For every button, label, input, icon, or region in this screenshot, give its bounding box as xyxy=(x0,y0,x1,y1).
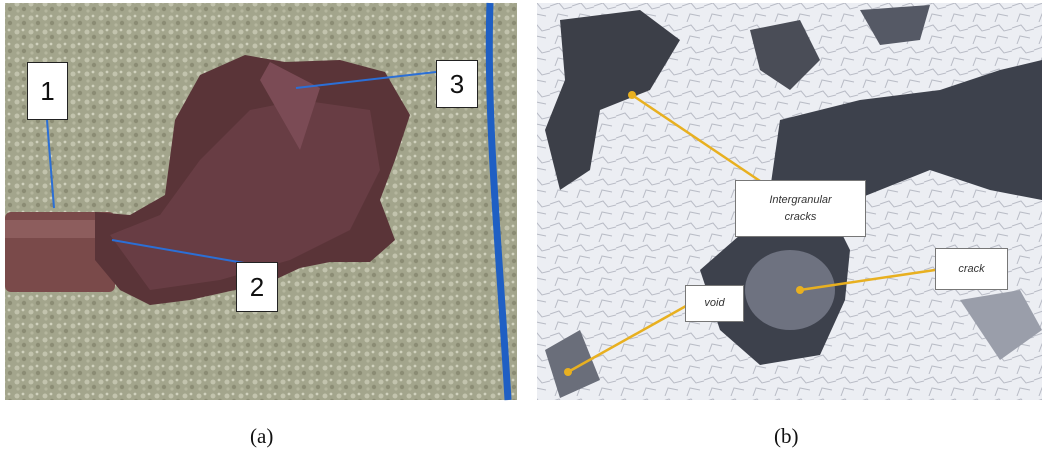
pointer-dot xyxy=(564,368,572,376)
pointer-dot xyxy=(628,91,636,99)
caption: (a) xyxy=(250,424,273,449)
annotation: Intergranular cracks xyxy=(735,180,866,237)
label-box: 3 xyxy=(436,60,478,108)
figure: 1 2 3 Intergranular cracks crack void (a… xyxy=(0,0,1049,473)
annotation: crack xyxy=(935,248,1008,290)
figure-graphics xyxy=(0,0,1049,473)
caption: (b) xyxy=(774,424,799,449)
label-box: 1 xyxy=(27,62,68,120)
label-box: 2 xyxy=(236,262,278,312)
annotation: void xyxy=(685,285,744,322)
pointer-dot xyxy=(796,286,804,294)
